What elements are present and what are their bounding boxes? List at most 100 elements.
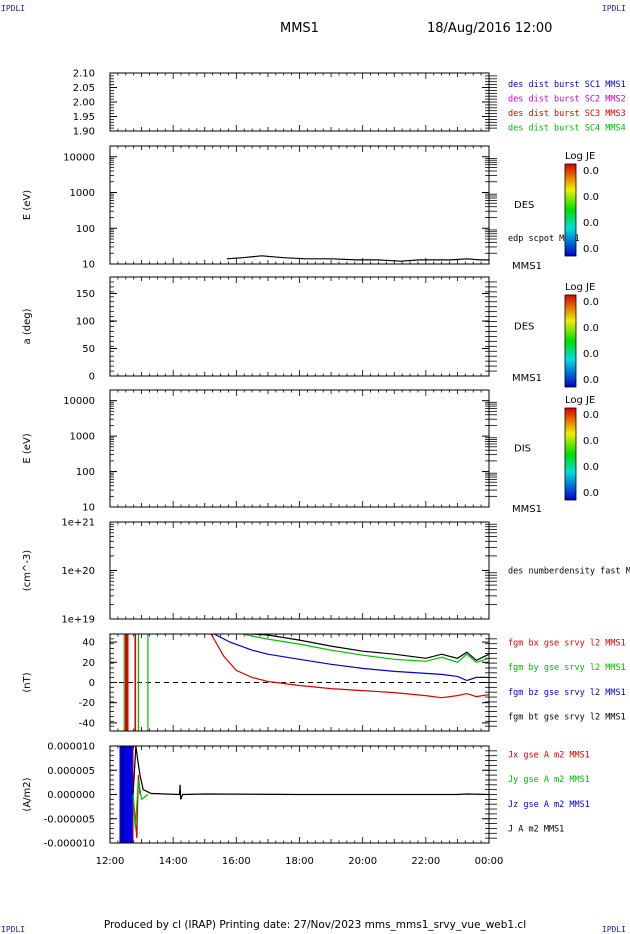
x-tick-label: 22:00 [411,856,440,867]
legend-entry: des numberdensity fast M [508,567,630,577]
plot-datetime: 18/Aug/2016 12:00 [427,21,553,36]
y-tick-label: -0.000010 [44,839,95,850]
y-tick-label: 150 [76,289,95,300]
colorbar [564,407,577,501]
y-tick-label: 1e+19 [61,615,95,626]
colorbar-label: 0.0 [583,166,599,177]
corner-label-top-right: IPDLI [601,4,626,13]
plot-title: MMS1 [280,21,319,36]
y-tick-label: 1.95 [73,112,95,123]
legend-entry: fgm bx gse srvy l2 MMS1 [508,639,626,649]
panel-6-ylabel: (nT) [22,672,33,692]
legend-entry: Jx gse A m2 MMS1 [508,751,590,761]
y-tick-label: 1.90 [73,127,95,138]
x-tick-label: 18:00 [285,856,314,867]
y-tick-label: 100 [76,224,95,235]
legend-entry: fgm bz gse srvy l2 MMS1 [508,688,626,698]
panel-4-ylabel: E (eV) [22,433,33,463]
colorbar-label: 0.0 [583,488,599,499]
colorbar-title: Log JE [565,395,595,406]
panel-1-frame [109,72,490,132]
series-line [226,255,489,262]
instrument-label: DIS [514,444,531,455]
corner-label-bottom-left: IPDLI [1,925,26,934]
series-line [252,634,489,662]
legend-entry: des dist burst SC4 MMS4 [508,124,626,134]
y-tick-label: 10 [82,260,95,271]
y-tick-label: 1000 [70,188,95,199]
y-tick-label: 0 [89,678,95,689]
y-tick-label: 1000 [70,432,95,443]
colorbar-label: 0.0 [583,410,599,421]
y-tick-label: 50 [82,344,95,355]
panel-3-frame [109,276,490,377]
legend-entry: des dist burst SC1 MMS1 [508,80,626,90]
instrument-label: DES [514,200,534,211]
y-tick-label: 40 [82,638,95,649]
x-tick-label: 14:00 [159,856,188,867]
legend-entry: fgm bt gse srvy l2 MMS1 [508,712,626,722]
x-tick-label: 20:00 [348,856,377,867]
series-line [213,634,489,682]
colorbar-title: Log JE [565,282,595,293]
colorbar-label: 0.0 [583,218,599,229]
y-tick-label: 10 [82,503,95,514]
colorbar-label: 0.0 [583,375,599,386]
y-tick-label: 0.000005 [47,766,95,777]
y-tick-label: 100 [76,467,95,478]
colorbar-label: 0.0 [583,436,599,447]
y-tick-label: 10000 [63,152,95,163]
spacecraft-label: MMS1 [512,261,542,272]
panel-6-frame [109,633,490,732]
legend-entry: edp scpot MMS1 [508,234,580,244]
colorbar-label: 0.0 [583,462,599,473]
panel-7-ylabel: (A/m2) [22,777,33,811]
y-tick-label: 2.05 [73,83,95,94]
legend-entry: J A m2 MMS1 [508,824,564,834]
spacecraft-label: MMS1 [512,504,542,515]
panel-5-ylabel: (cm^-3) [22,550,33,591]
y-tick-label: 0 [89,372,95,383]
y-tick-label: 20 [82,658,95,669]
legend-entry: fgm by gse srvy l2 MMS1 [508,663,626,673]
colorbar-label: 0.0 [583,297,599,308]
series-line [242,634,489,663]
y-tick-label: 0.000010 [47,742,95,753]
colorbar-label: 0.0 [583,349,599,360]
panel-2-frame [109,145,490,265]
y-tick-label: 1e+21 [61,518,95,529]
panel-7-frame [109,745,490,844]
y-tick-label: 2.10 [73,69,95,80]
instrument-label: DES [514,322,534,333]
y-tick-label: 100 [76,317,95,328]
series-line [132,779,149,829]
x-tick-label: 16:00 [222,856,251,867]
colorbar-label: 0.0 [583,323,599,334]
legend-entry: des dist burst SC3 MMS3 [508,109,626,119]
panel-3-ylabel: a (deg) [22,308,33,344]
panel-2-ylabel: E (eV) [22,190,33,220]
panel-5-frame [109,521,490,620]
y-tick-label: 1e+20 [61,566,95,577]
y-tick-label: -40 [79,718,95,729]
y-tick-label: 0.000000 [47,790,95,801]
x-tick-label: 12:00 [96,856,125,867]
colorbar-title: Log JE [565,151,595,162]
series-line [210,634,489,699]
burst-block [119,746,134,843]
legend-entry: des dist burst SC2 MMS2 [508,95,626,105]
corner-label-top-left: IPDLI [1,4,26,13]
spacecraft-label: MMS1 [512,373,542,384]
y-tick-label: 10000 [63,396,95,407]
colorbar [564,163,577,257]
series-line [132,746,489,800]
y-tick-label: -20 [79,698,95,709]
corner-label-bottom-right: IPDLI [601,925,626,934]
colorbar [564,294,577,388]
footer-credit: Produced by cl (IRAP) Printing date: 27/… [103,919,527,931]
colorbar-label: 0.0 [583,244,599,255]
x-tick-label: 00:00 [475,856,504,867]
legend-entry: Jy gse A m2 MMS1 [508,775,590,785]
y-tick-label: 2.00 [73,98,95,109]
